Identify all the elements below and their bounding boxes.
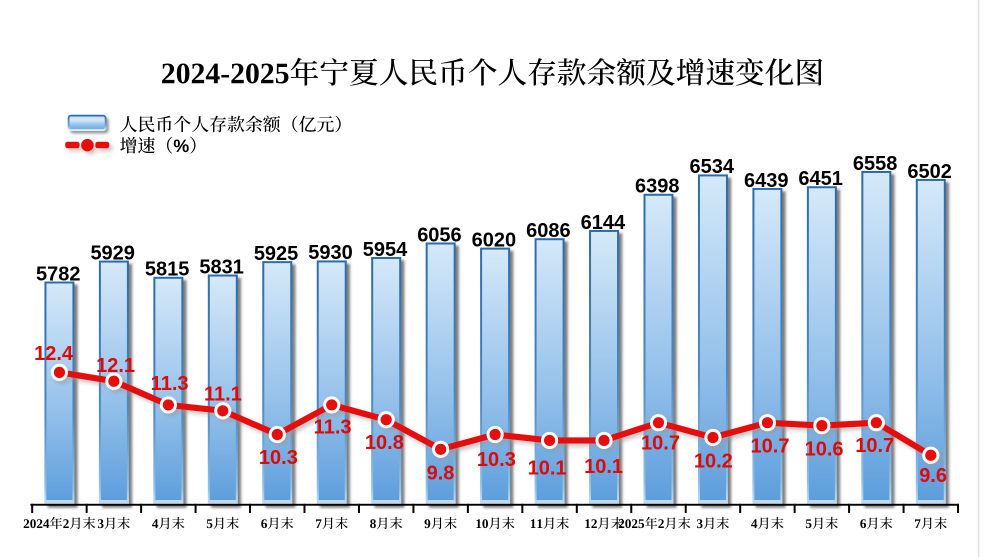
svg-text:6439: 6439 xyxy=(744,170,789,192)
svg-text:10.7: 10.7 xyxy=(855,435,894,457)
svg-text:12.4: 12.4 xyxy=(34,343,74,365)
svg-text:5925: 5925 xyxy=(254,243,299,265)
svg-text:5815: 5815 xyxy=(145,259,190,281)
svg-text:10.8: 10.8 xyxy=(365,432,404,454)
svg-text:6144: 6144 xyxy=(581,212,626,234)
svg-text:9.6: 9.6 xyxy=(919,465,947,487)
svg-text:10.2: 10.2 xyxy=(694,451,733,473)
svg-text:10.3: 10.3 xyxy=(259,447,298,469)
svg-text:6451: 6451 xyxy=(798,168,843,190)
svg-text:6398: 6398 xyxy=(635,176,680,198)
svg-text:6558: 6558 xyxy=(853,153,898,175)
svg-text:6056: 6056 xyxy=(417,224,462,246)
svg-text:5930: 5930 xyxy=(308,242,353,264)
svg-text:10.1: 10.1 xyxy=(528,457,567,479)
svg-text:10.7: 10.7 xyxy=(751,436,790,458)
svg-text:11.3: 11.3 xyxy=(314,417,352,439)
svg-text:10.7: 10.7 xyxy=(641,432,680,454)
svg-text:10.1: 10.1 xyxy=(584,456,623,478)
svg-text:6086: 6086 xyxy=(526,220,571,242)
svg-text:11.3: 11.3 xyxy=(151,373,189,395)
svg-text:10.3: 10.3 xyxy=(477,449,516,471)
svg-text:12.1: 12.1 xyxy=(96,355,135,377)
svg-text:6502: 6502 xyxy=(907,161,952,183)
svg-text:10.6: 10.6 xyxy=(805,438,844,460)
svg-text:6534: 6534 xyxy=(690,156,735,178)
svg-text:5954: 5954 xyxy=(363,239,408,261)
svg-text:9.8: 9.8 xyxy=(427,463,455,485)
svg-text:11.1: 11.1 xyxy=(204,384,242,406)
svg-text:6020: 6020 xyxy=(472,229,517,251)
svg-text:5831: 5831 xyxy=(199,256,244,278)
svg-text:5782: 5782 xyxy=(36,263,81,285)
svg-text:5929: 5929 xyxy=(90,242,135,264)
